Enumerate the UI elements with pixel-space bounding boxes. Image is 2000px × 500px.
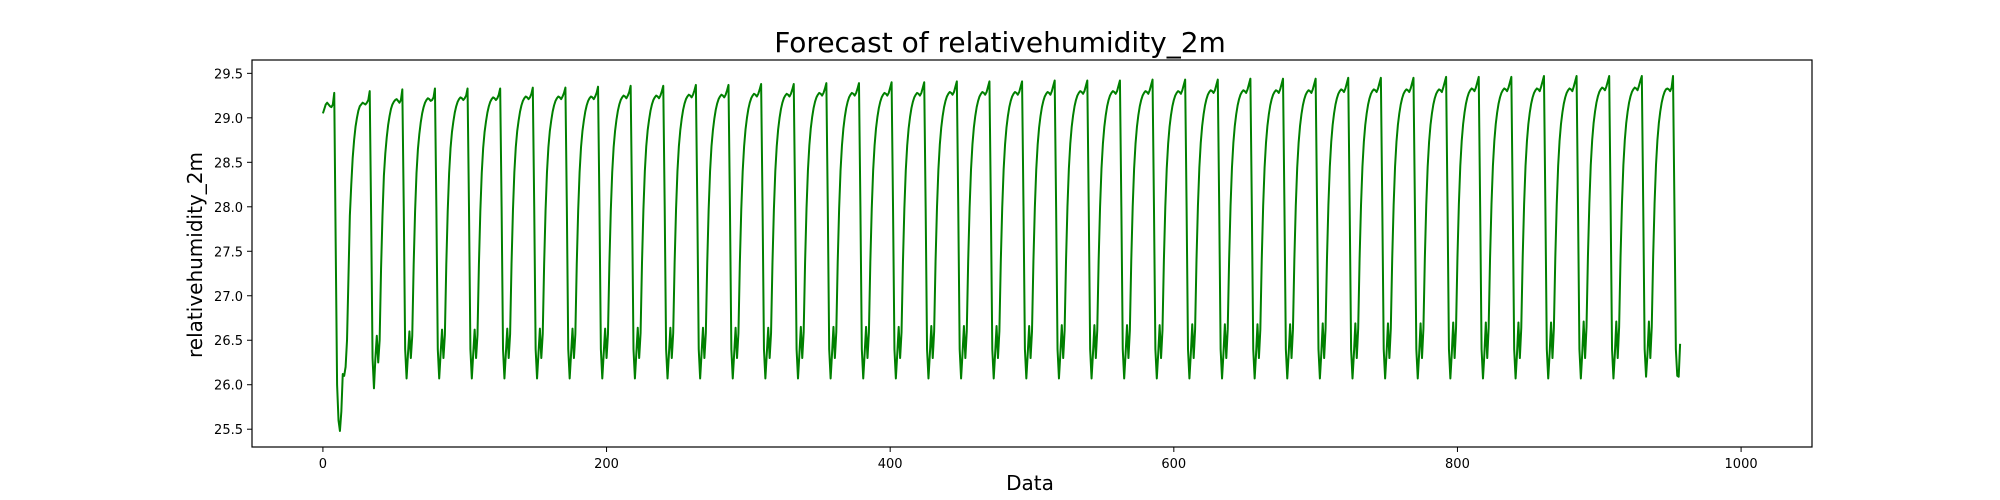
x-tick-label: 1000 bbox=[1725, 457, 1758, 472]
x-axis-label: Data bbox=[1006, 471, 1054, 495]
y-tick-label: 27.5 bbox=[214, 245, 243, 260]
x-tick-label: 400 bbox=[878, 457, 903, 472]
axes-frame bbox=[251, 59, 1813, 448]
chart-title: Forecast of relativehumidity_2m bbox=[774, 26, 1226, 59]
x-tick-label: 0 bbox=[319, 457, 327, 472]
y-tick-label: 28.5 bbox=[214, 156, 243, 171]
y-tick-label: 26.0 bbox=[214, 379, 243, 394]
plot-area bbox=[251, 59, 1813, 448]
x-tick-label: 600 bbox=[1161, 457, 1186, 472]
x-axis-ticks: 0 200 400 600 800 1000 bbox=[319, 447, 1758, 472]
y-axis-label: relativehumidity_2m bbox=[183, 152, 207, 358]
series-line-relativehumidity_2m bbox=[321, 75, 1682, 432]
y-tick-label: 26.5 bbox=[214, 334, 243, 349]
y-tick-label: 25.5 bbox=[214, 423, 243, 438]
y-tick-label: 29.0 bbox=[214, 112, 243, 127]
x-tick-label: 200 bbox=[594, 457, 619, 472]
y-tick-label: 29.5 bbox=[214, 67, 243, 82]
y-axis-ticks: 25.5 26.0 26.5 27.0 27.5 28.0 28.5 29.0 29.5 bbox=[214, 67, 252, 438]
y-tick-label: 27.0 bbox=[214, 290, 243, 305]
y-tick-label: 28.0 bbox=[214, 201, 243, 216]
x-tick-label: 800 bbox=[1445, 457, 1470, 472]
